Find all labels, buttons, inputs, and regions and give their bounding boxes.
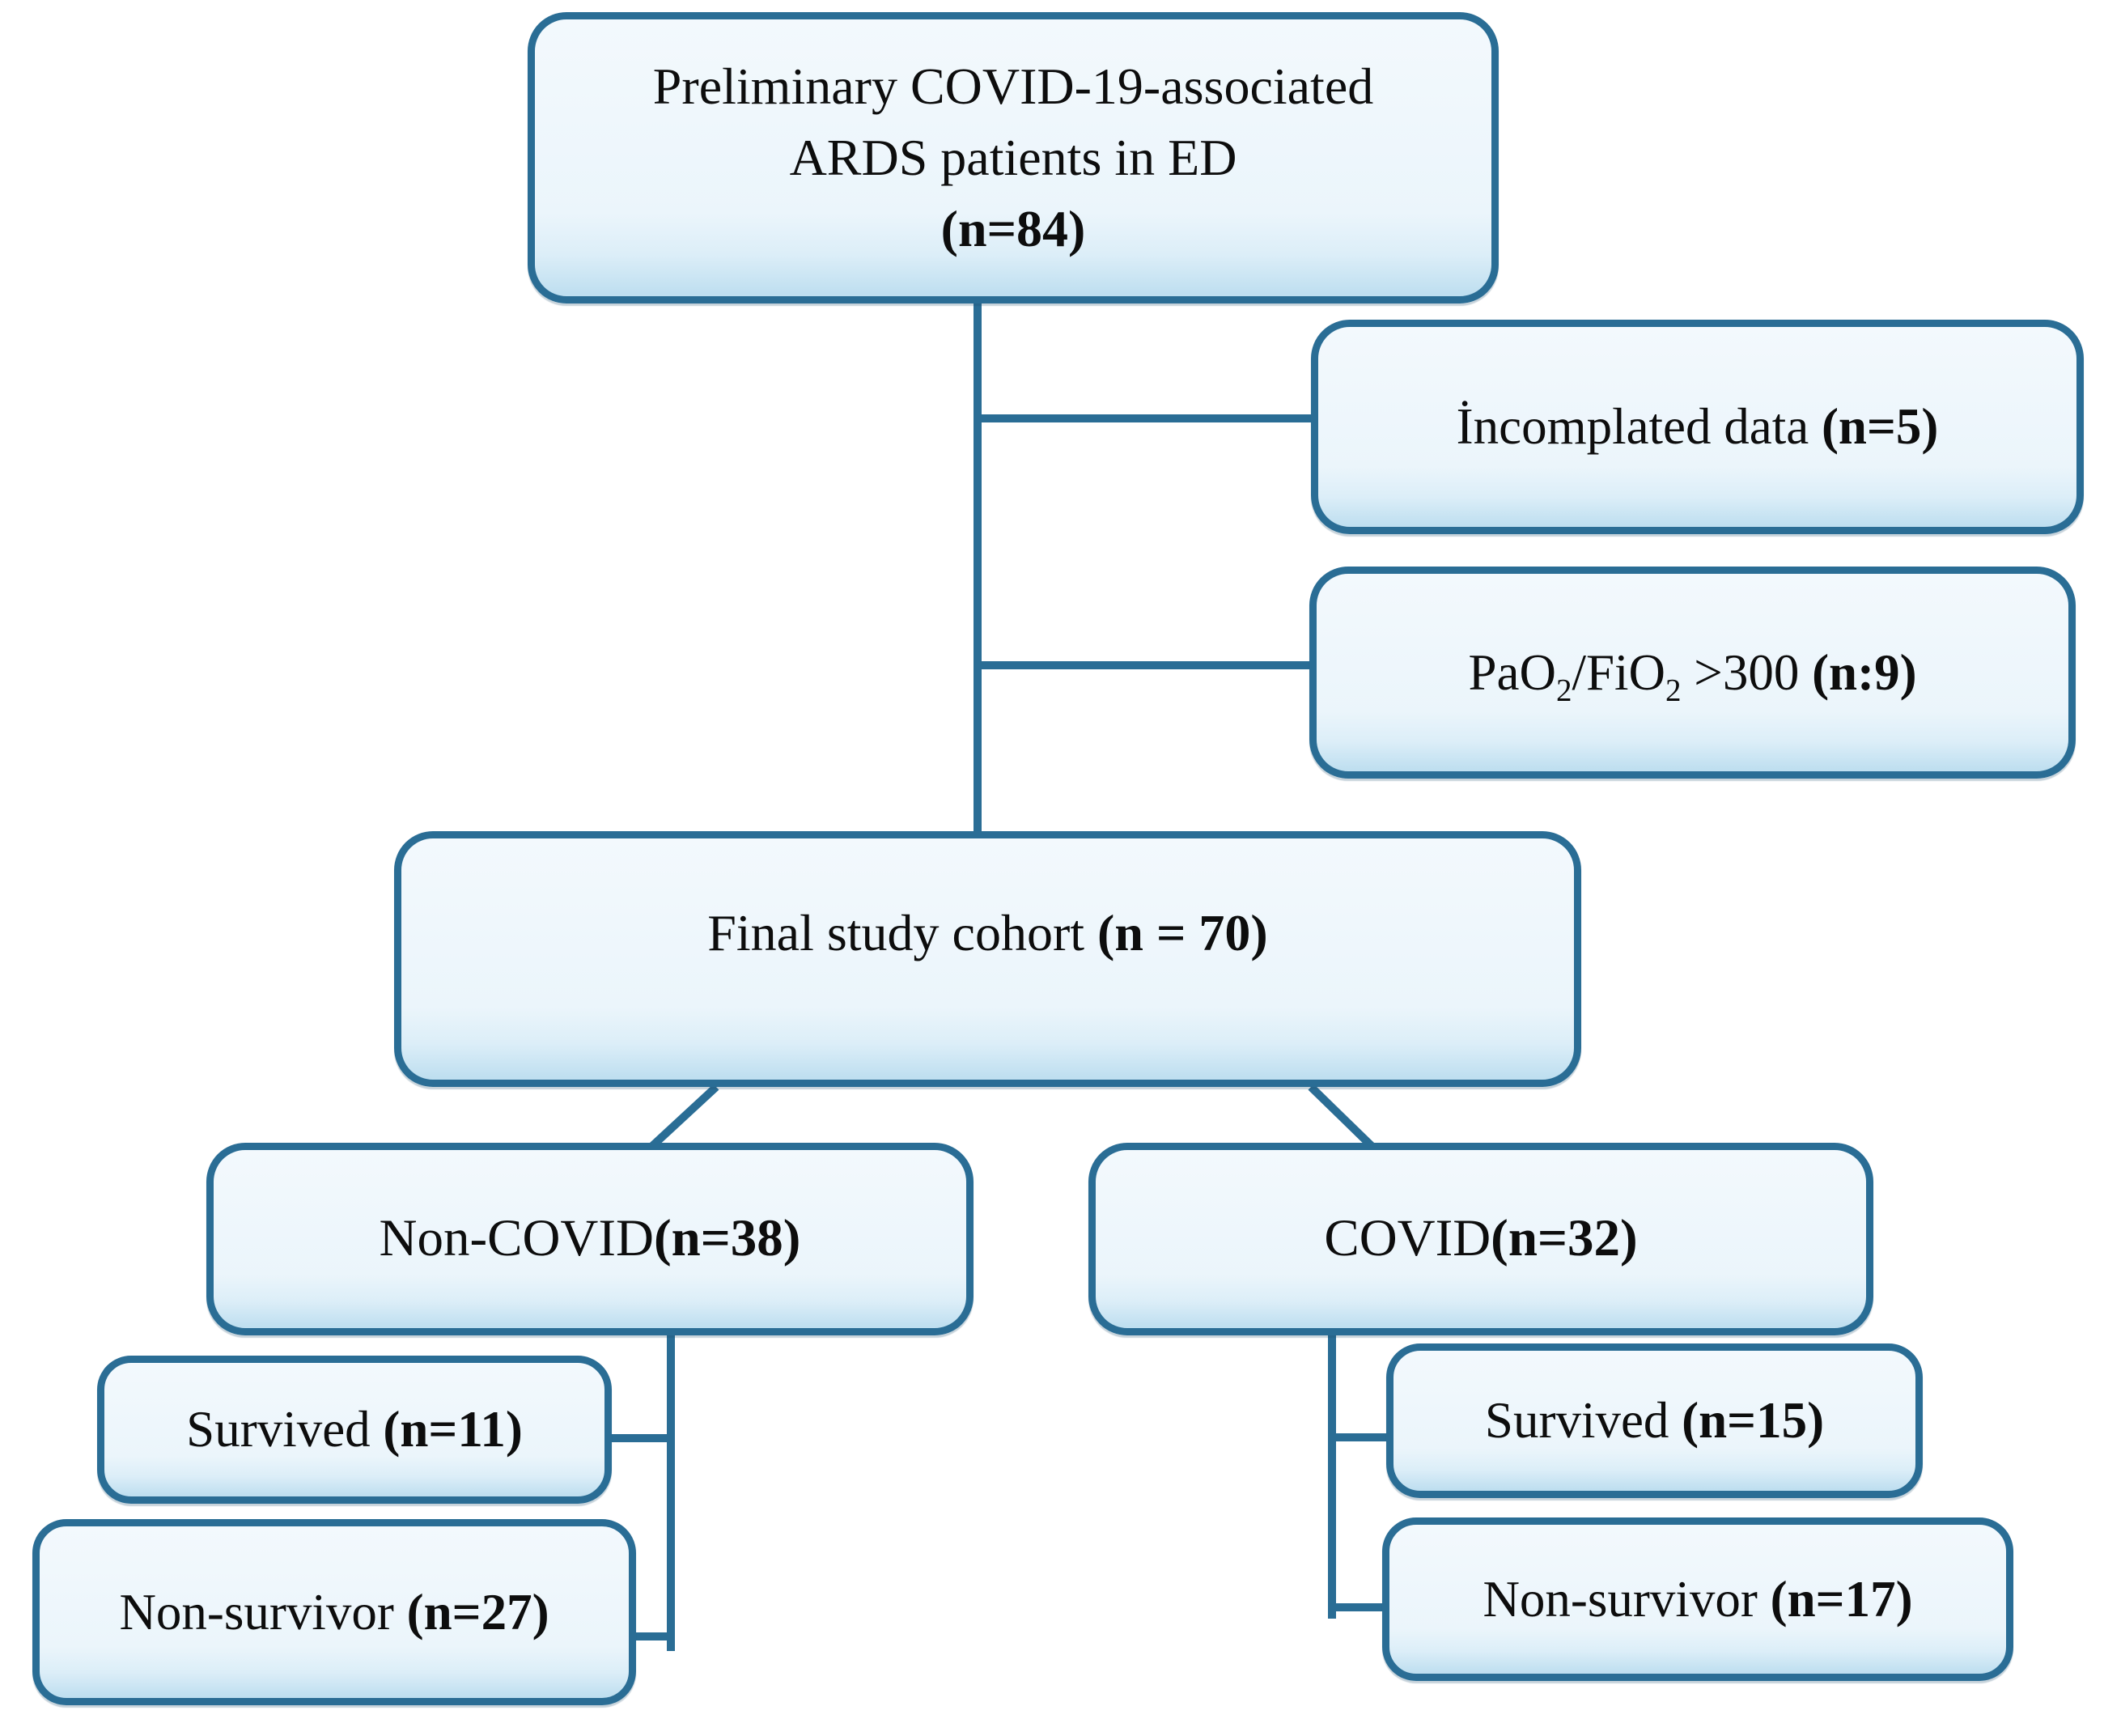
label-text-line2: ARDS patients in ED xyxy=(789,128,1237,186)
node-excluded-pao2-fio2: PaO2/FiO2 >300 (n:9) xyxy=(1309,567,2076,779)
node-covid-survived: Survived (n=15) xyxy=(1386,1343,1923,1498)
label-subscript: 2 xyxy=(1555,673,1572,708)
node-preliminary-ards-patients: Preliminary COVID-19-associated ARDS pat… xyxy=(528,12,1499,303)
node-excluded-incompleted-data: İncomplated data (n=5) xyxy=(1311,320,2084,534)
label-text: Final study cohort xyxy=(707,903,1098,961)
node-label: Survived (n=15) xyxy=(1466,1386,1843,1456)
label-count: (n=27) xyxy=(406,1583,549,1640)
node-label: Non-COVID(n=38) xyxy=(360,1203,821,1275)
label-text: Non-survivor xyxy=(1483,1570,1771,1628)
node-non-covid: Non-COVID(n=38) xyxy=(206,1143,974,1335)
label-text: /FiO xyxy=(1572,643,1666,701)
node-label: Non-survivor (n=27) xyxy=(100,1577,568,1648)
node-label: İncomplated data (n=5) xyxy=(1437,392,1958,462)
node-final-study-cohort: Final study cohort (n = 70) xyxy=(394,831,1581,1087)
node-non-covid-non-survivor: Non-survivor (n=27) xyxy=(32,1519,636,1705)
label-text: Survived xyxy=(186,1401,384,1458)
node-label: COVID(n=32) xyxy=(1304,1203,1656,1275)
label-count: (n=15) xyxy=(1682,1392,1825,1449)
label-text: >300 xyxy=(1681,643,1813,701)
connector-final-to-non-covid xyxy=(649,1084,719,1149)
node-non-covid-survived: Survived (n=11) xyxy=(97,1356,612,1504)
label-text-line1: Preliminary COVID-19-associated xyxy=(652,57,1374,115)
label-text: Non-survivor xyxy=(119,1583,407,1640)
node-covid: COVID(n=32) xyxy=(1088,1143,1873,1335)
node-label: Non-survivor (n=17) xyxy=(1463,1564,1932,1635)
label-subscript: 2 xyxy=(1665,673,1682,708)
node-covid-non-survivor: Non-survivor (n=17) xyxy=(1382,1517,2013,1681)
connector-final-to-covid xyxy=(1308,1084,1377,1151)
node-label: Survived (n=11) xyxy=(167,1394,542,1465)
label-text: PaO xyxy=(1468,643,1556,701)
node-label: Final study cohort (n = 70) xyxy=(688,898,1287,969)
label-count: (n = 70) xyxy=(1097,903,1268,961)
label-count: (n=11) xyxy=(383,1401,523,1458)
label-text: İncomplated data xyxy=(1456,398,1822,456)
label-text: Non-COVID xyxy=(379,1209,654,1268)
node-label: Preliminary COVID-19-associated ARDS pat… xyxy=(634,51,1393,265)
label-count: (n=32) xyxy=(1491,1209,1638,1268)
label-count: (n=38) xyxy=(653,1209,801,1268)
label-count: (n=17) xyxy=(1770,1570,1913,1628)
label-text: Survived xyxy=(1484,1392,1682,1449)
label-count: (n=84) xyxy=(940,200,1086,258)
label-count: (n:9) xyxy=(1812,643,1917,701)
label-count: (n=5) xyxy=(1821,398,1939,456)
label-text: COVID xyxy=(1324,1209,1491,1268)
node-label: PaO2/FiO2 >300 (n:9) xyxy=(1449,638,1936,708)
